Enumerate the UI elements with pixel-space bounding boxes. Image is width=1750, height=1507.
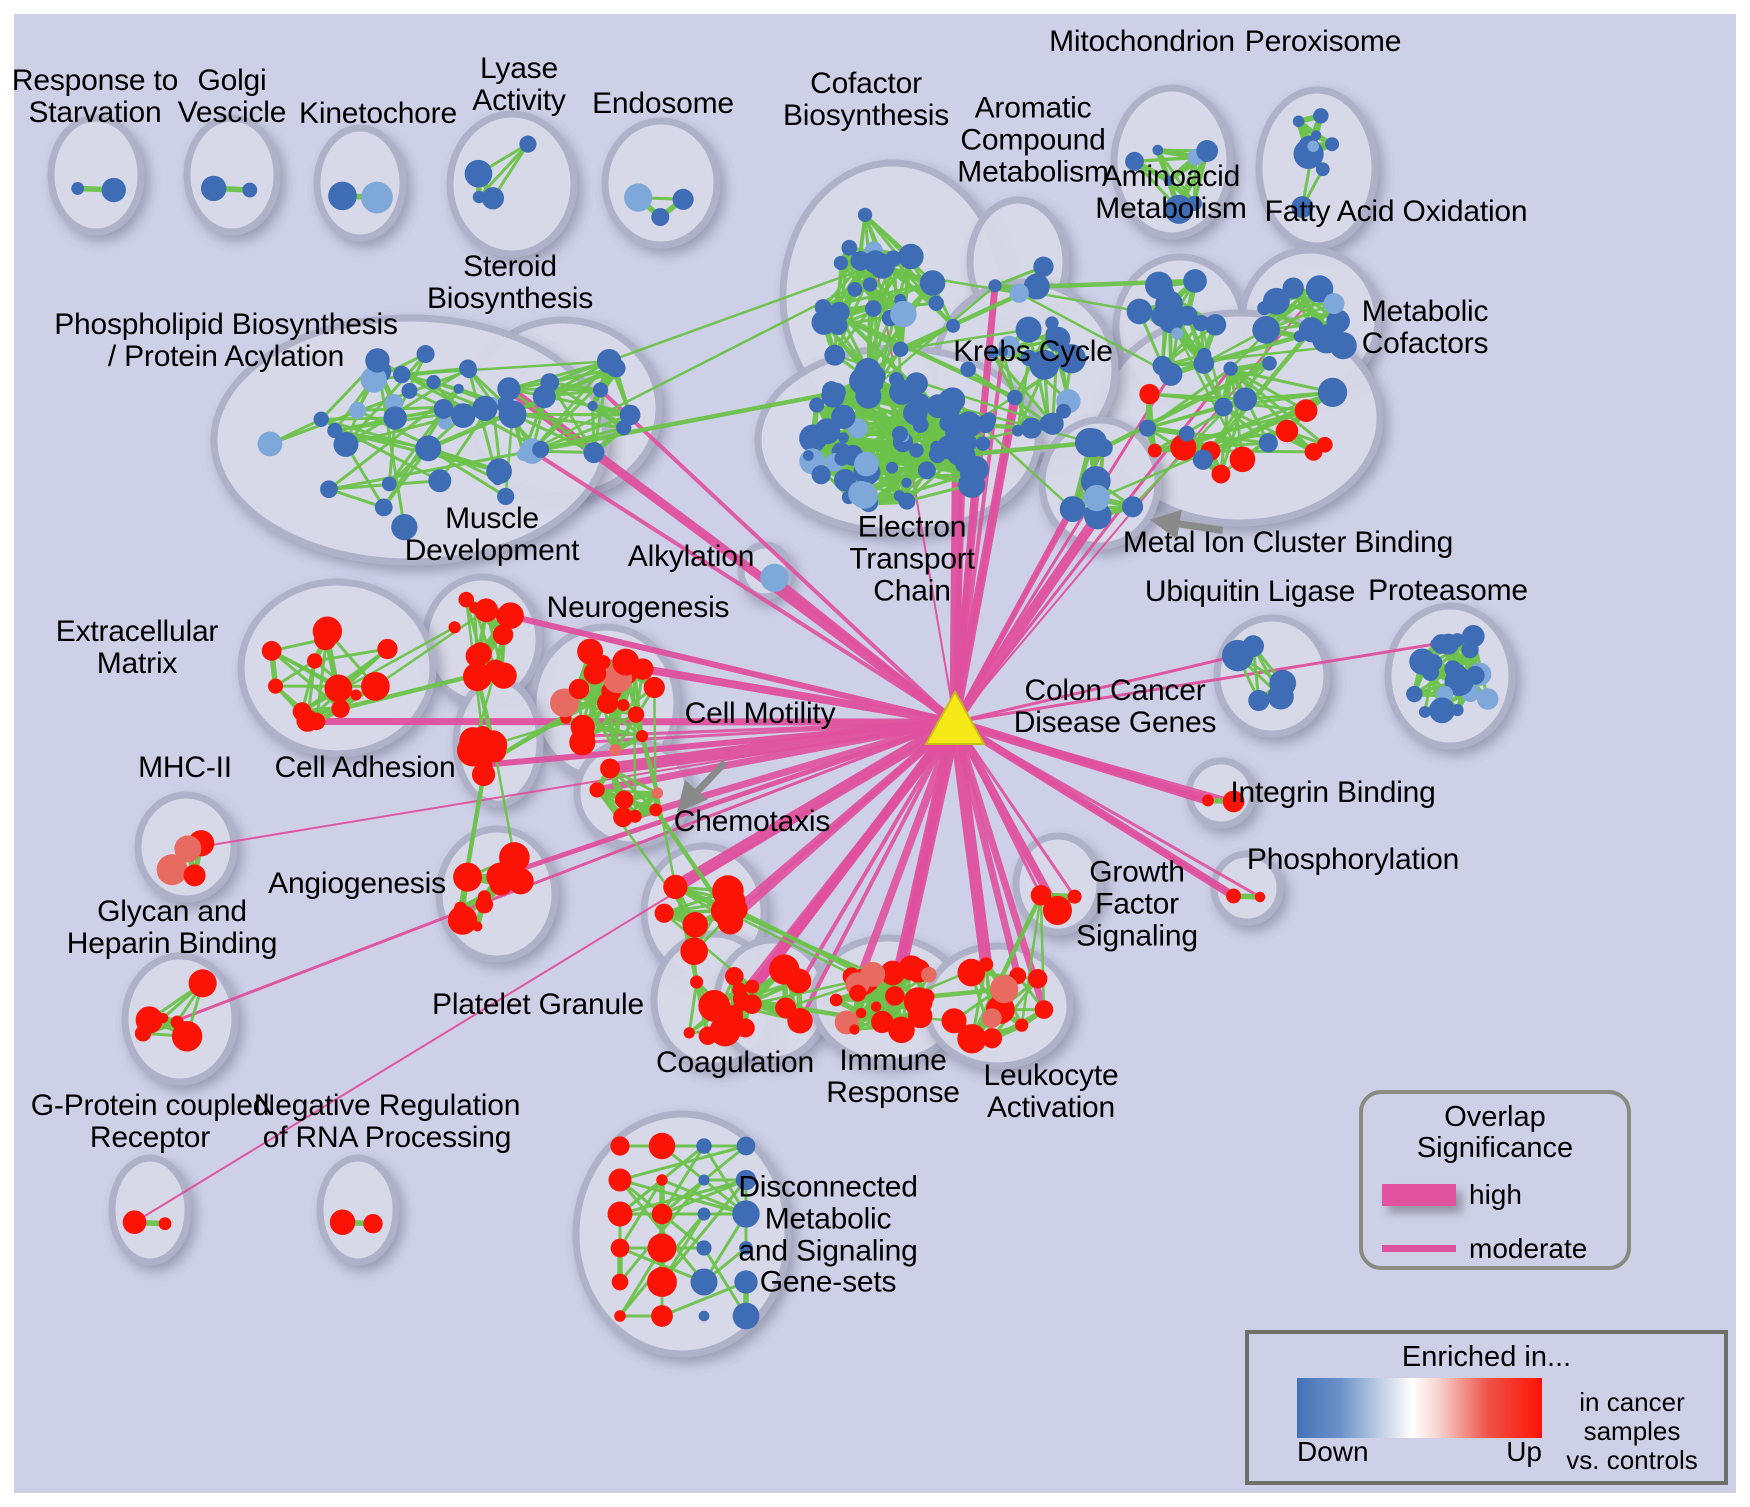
legend-moderate-swatch bbox=[1382, 1245, 1456, 1253]
colorbar-high-label: Up bbox=[1506, 1436, 1542, 1467]
legend-overlap-moderate-row: moderate bbox=[1363, 1233, 1627, 1265]
legend-moderate-label: moderate bbox=[1469, 1232, 1588, 1264]
legend-high-swatch bbox=[1382, 1183, 1456, 1206]
legend-overlap-title: Overlap Significance bbox=[1416, 1101, 1574, 1165]
legend-enriched-body: Down Up in cancer samples vs. controls bbox=[1249, 1374, 1724, 1475]
hub-node-triangle bbox=[924, 689, 986, 745]
legend-enriched-title: Enriched in... bbox=[1401, 1341, 1572, 1373]
legend-colorbar-group: Down Up bbox=[1297, 1374, 1542, 1468]
legend-high-label: high bbox=[1469, 1178, 1522, 1210]
legend-overlap-significance: Overlap Significance high moderate bbox=[1359, 1090, 1631, 1270]
enrichment-colorbar bbox=[1297, 1378, 1542, 1438]
legend-overlap-high-row: high bbox=[1363, 1179, 1627, 1211]
legend-enriched-in: Enriched in... Down Up in cancer samples… bbox=[1245, 1330, 1728, 1485]
colorbar-ticks: Down Up bbox=[1297, 1436, 1542, 1468]
legend-enriched-note: in cancer samples vs. controls bbox=[1566, 1387, 1698, 1476]
colorbar-low-label: Down bbox=[1297, 1436, 1369, 1467]
